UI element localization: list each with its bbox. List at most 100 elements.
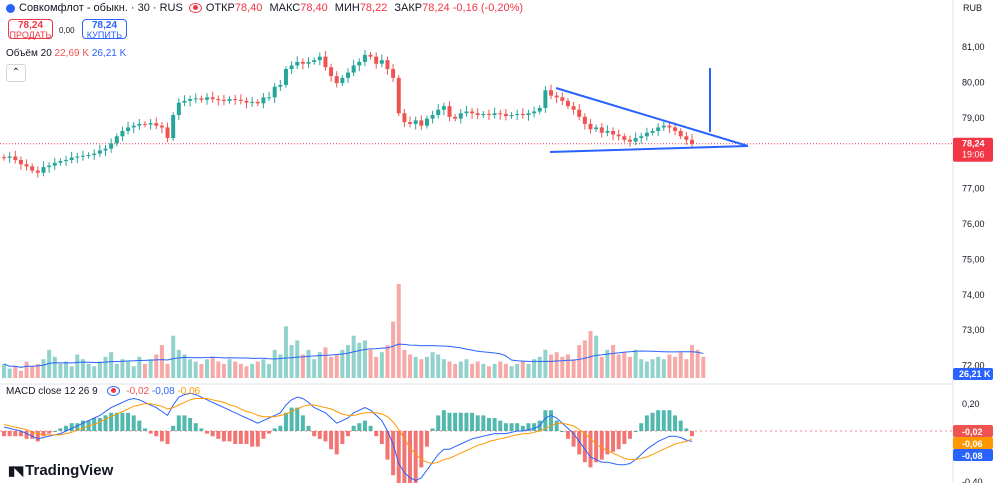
macd-hist-bar (599, 431, 604, 460)
volume-bar (616, 354, 621, 378)
volume-bar (402, 349, 407, 378)
macd-hist-bar (611, 431, 616, 452)
candle-body (408, 122, 413, 124)
candle-body (18, 159, 23, 165)
volume-bar (2, 363, 6, 378)
macd-hist-bar (171, 425, 176, 431)
volume-bar (18, 370, 23, 378)
volume-bar (447, 361, 452, 378)
volume-bar (64, 361, 69, 378)
visibility-icon[interactable] (106, 386, 120, 397)
macd-hist-bar (644, 415, 649, 431)
candle-body (103, 148, 108, 151)
volume-bar (622, 352, 627, 378)
candle-body (182, 100, 187, 103)
candle-body (515, 113, 520, 116)
volume-bar (627, 356, 632, 378)
macd-hist-bar (458, 412, 463, 431)
macd-hist-bar (656, 410, 661, 431)
volume-bar (391, 321, 396, 378)
candle-body (396, 77, 401, 114)
candle-body (690, 139, 694, 144)
candle-body (188, 99, 193, 101)
candle-body (458, 113, 463, 119)
volume-bar (334, 354, 339, 378)
volume-bar (701, 356, 706, 378)
volume-bar (346, 345, 350, 378)
volume-bar (520, 361, 525, 378)
candle-body (594, 127, 599, 130)
buy-button[interactable]: 78,24 КУПИТЬ (82, 19, 127, 40)
candle-body (41, 167, 46, 173)
volume-bar (481, 363, 486, 378)
volume-label: Объём 20 (6, 48, 52, 59)
macd-hist-bar (64, 425, 69, 431)
volume-bar (413, 356, 418, 378)
candle-body (289, 65, 294, 70)
candle-body (453, 116, 458, 119)
volume-bar (216, 361, 221, 378)
macd-hist-bar (515, 423, 520, 431)
macd-hist-bar (486, 418, 491, 431)
volume-bar (80, 359, 85, 378)
macd-hist-bar (340, 431, 345, 444)
volume-bar (436, 354, 441, 378)
macd-hist-bar (396, 431, 401, 483)
volume-bar (13, 366, 18, 378)
price-tick-label: 79,00 (962, 113, 985, 123)
currency-label[interactable]: RUB (963, 3, 983, 13)
collapse-legend-button[interactable]: ⌃ (6, 64, 26, 82)
volume-bar (695, 349, 700, 378)
sell-button[interactable]: 78,24 ПРОДАТЬ (8, 19, 53, 40)
candle-body (413, 120, 418, 124)
macd-hist-bar (47, 431, 52, 434)
macd-histogram (2, 407, 694, 483)
macd-hist-bar (588, 431, 593, 468)
macd-hist-bar (526, 423, 531, 431)
macd-hist-bar (436, 415, 441, 431)
price-tick-label: 76,00 (962, 219, 985, 229)
candle-body (58, 161, 63, 163)
macd-legend[interactable]: MACD close 12 26 9 -0,02 -0,08 -0,06 (6, 386, 200, 397)
candle-body (142, 123, 147, 125)
candle-body (323, 56, 328, 68)
candle-body (210, 97, 215, 100)
volume-bar (41, 359, 46, 378)
volume-bar (374, 356, 379, 378)
macd-hist-bar (678, 420, 683, 431)
macd-hist-bar (41, 431, 46, 437)
volume-bar (58, 363, 63, 378)
macd-hist-bar (13, 431, 18, 437)
macd-hist-bar (351, 425, 356, 431)
macd-hist-bar (346, 431, 350, 437)
volume-bar (30, 366, 35, 378)
volume-bar (526, 363, 531, 378)
candle-body (176, 102, 181, 116)
volume-value-label: 26,21 K (959, 369, 991, 379)
macd-tick-label: -0,02 (962, 427, 983, 437)
price-axis[interactable]: 81,0080,0079,0078,0077,0076,0075,0074,00… (953, 42, 993, 483)
macd-hist-bar (633, 431, 638, 432)
macd-hist-bar (622, 431, 627, 444)
tradingview-logo[interactable]: ▮◥ TradingView (8, 462, 113, 479)
volume-bar (582, 340, 587, 378)
volume-bar (503, 363, 508, 378)
candle-body (109, 143, 114, 149)
symbol-title[interactable]: Совкомфлот - обыкн. · 30 · RUS (19, 2, 183, 14)
volume-legend[interactable]: Объём 20 22,69 K 26,21 K (6, 48, 126, 59)
volume-bar (272, 349, 277, 378)
candle-body (379, 60, 384, 64)
close-label: ЗАКР (394, 2, 423, 14)
macd-hist-bar (306, 425, 311, 431)
volume-bar (283, 326, 288, 378)
volume-bar (678, 352, 683, 378)
volume-bar (103, 356, 108, 378)
macd-hist-bar (413, 431, 418, 483)
volume-bar (560, 356, 565, 378)
macd-line-value: -0,08 (151, 386, 175, 397)
trendline-drawings[interactable] (549, 68, 749, 153)
candle-body (92, 153, 97, 156)
candle-body (577, 109, 582, 117)
candle-body (329, 67, 334, 77)
